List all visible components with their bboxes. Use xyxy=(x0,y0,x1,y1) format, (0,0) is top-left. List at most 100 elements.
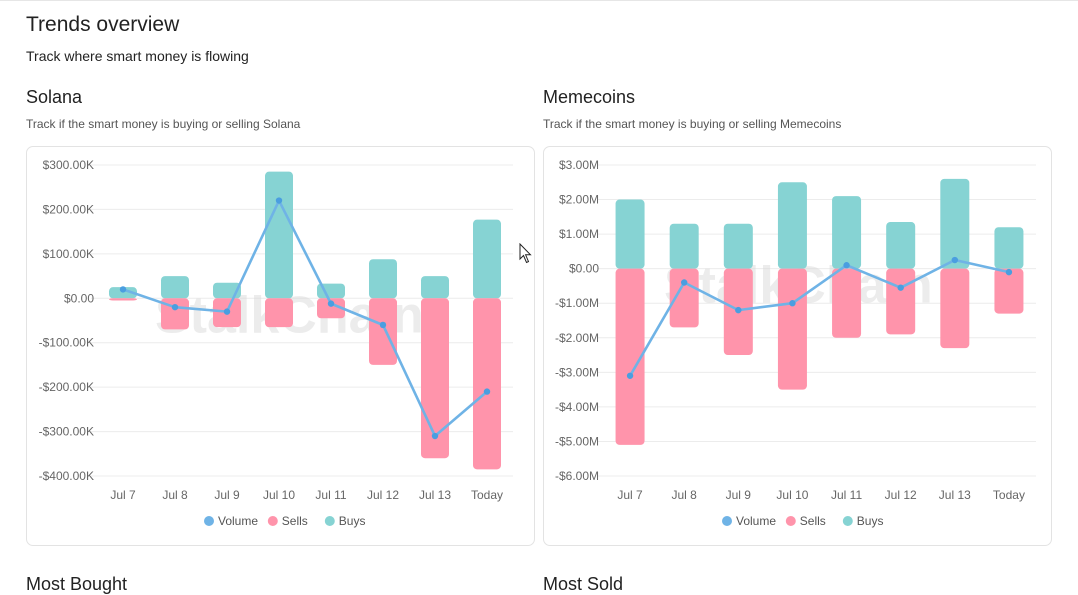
legend-swatch xyxy=(785,516,796,526)
solana-section-subtitle: Track if the smart money is buying or se… xyxy=(26,117,301,131)
legend-item-buys[interactable]: Buys xyxy=(842,514,884,528)
sells-bar-jul-13[interactable] xyxy=(940,268,970,349)
buys-bar-jul-13[interactable] xyxy=(421,276,449,299)
mouse-cursor-icon xyxy=(519,243,532,264)
y-tick-label: $0.00 xyxy=(569,262,599,276)
legend-swatch xyxy=(722,516,732,526)
sells-bar-jul-11[interactable] xyxy=(832,268,862,338)
x-tick-label: Jul 13 xyxy=(939,488,971,502)
buys-bar-jul-13[interactable] xyxy=(940,178,970,269)
volume-point-jul-11[interactable] xyxy=(327,300,335,307)
legend-item-sells[interactable]: Sells xyxy=(267,514,308,528)
legend-item-buys[interactable]: Buys xyxy=(324,514,366,528)
legend-label: Sells xyxy=(282,514,308,528)
buys-bar-jul-10[interactable] xyxy=(777,182,807,269)
x-tick-label: Jul 7 xyxy=(617,488,643,502)
y-tick-label: -$200.00K xyxy=(39,380,94,394)
y-tick-label: -$2.00M xyxy=(555,331,599,345)
buys-bar-jul-12[interactable] xyxy=(369,259,397,299)
chart-legend: Volume Sells Buys xyxy=(204,514,365,528)
x-tick-label: Jul 8 xyxy=(162,488,188,502)
page-title: Trends overview xyxy=(26,13,180,36)
memecoins-section-title: Memecoins xyxy=(543,87,636,107)
top-divider xyxy=(0,0,1078,1)
buys-bar-jul-10[interactable] xyxy=(265,171,293,299)
buys-bar-jul-12[interactable] xyxy=(886,222,916,269)
most-bought-title: Most Bought xyxy=(26,574,128,594)
legend-swatch xyxy=(324,516,335,526)
y-tick-label: $2.00M xyxy=(559,193,599,207)
x-tick-label: Jul 13 xyxy=(419,488,451,502)
volume-point-today[interactable] xyxy=(483,388,491,395)
volume-point-jul-9[interactable] xyxy=(223,308,231,315)
legend-label: Volume xyxy=(736,514,776,528)
volume-point-jul-7[interactable] xyxy=(626,372,634,379)
solana-chart-card: $300.00K $200.00K $100.00K $0.00 -$100.00K -$… xyxy=(26,146,535,546)
sells-bar-today[interactable] xyxy=(994,268,1024,314)
solana-section-title: Solana xyxy=(26,87,83,107)
x-tick-label: Jul 10 xyxy=(263,488,295,502)
page-subtitle: Track where smart money is flowing xyxy=(26,48,249,64)
sells-bar-jul-12[interactable] xyxy=(886,268,916,335)
volume-point-jul-11[interactable] xyxy=(843,262,850,269)
x-tick-label: Jul 10 xyxy=(776,488,808,502)
sells-bar-jul-10[interactable] xyxy=(777,268,807,390)
buys-bar-jul-9[interactable] xyxy=(723,223,753,269)
y-tick-label: -$5.00M xyxy=(555,434,599,448)
volume-point-jul-8[interactable] xyxy=(680,279,688,286)
legend-item-volume[interactable]: Volume xyxy=(722,514,776,528)
buys-bar-jul-11[interactable] xyxy=(832,196,862,269)
y-tick-label: $0.00 xyxy=(64,291,94,305)
memecoins-chart[interactable]: $3.00M $2.00M $1.00M $0.00 -$1.00M -$2.00M -$3… xyxy=(544,147,1051,545)
memecoins-section-subtitle: Track if the smart money is buying or se… xyxy=(543,117,842,131)
legend-swatch xyxy=(842,516,853,526)
y-tick-label: $200.00K xyxy=(43,202,94,216)
legend-swatch xyxy=(267,516,278,526)
sells-bar-jul-11[interactable] xyxy=(317,298,345,319)
buys-bar-today[interactable] xyxy=(473,219,501,299)
volume-point-today[interactable] xyxy=(1005,268,1013,276)
y-tick-label: -$3.00M xyxy=(555,365,599,379)
y-tick-label: -$6.00M xyxy=(555,469,599,483)
volume-point-jul-9[interactable] xyxy=(735,306,742,314)
sells-bar-jul-12[interactable] xyxy=(369,298,397,365)
y-tick-label: -$400.00K xyxy=(39,469,94,483)
legend-item-sells[interactable]: Sells xyxy=(785,514,826,528)
volume-point-jul-12[interactable] xyxy=(379,321,387,329)
memecoins-chart-card: $3.00M $2.00M $1.00M $0.00 -$1.00M -$2.00M -$3… xyxy=(543,146,1052,546)
volume-point-jul-7[interactable] xyxy=(119,286,127,293)
volume-point-jul-13[interactable] xyxy=(951,256,959,264)
sells-bar-today[interactable] xyxy=(473,298,501,470)
x-tick-label: Jul 9 xyxy=(214,488,240,502)
volume-point-jul-12[interactable] xyxy=(897,284,904,291)
y-tick-label: -$100.00K xyxy=(39,336,94,350)
y-tick-label: $300.00K xyxy=(43,158,94,172)
volume-point-jul-10[interactable] xyxy=(275,197,283,204)
legend-item-volume[interactable]: Volume xyxy=(204,514,258,528)
volume-point-jul-13[interactable] xyxy=(431,432,439,440)
volume-point-jul-10[interactable] xyxy=(789,300,796,307)
sells-bar-jul-7[interactable] xyxy=(109,298,137,301)
buys-bar-jul-7[interactable] xyxy=(109,287,137,299)
y-tick-label: $1.00M xyxy=(559,227,599,241)
legend-label: Buys xyxy=(339,514,366,528)
x-tick-label: Jul 8 xyxy=(672,488,698,502)
x-tick-label: Jul 7 xyxy=(110,488,136,502)
solana-chart[interactable]: $300.00K $200.00K $100.00K $0.00 -$100.00K -$… xyxy=(27,147,534,545)
sells-bar-jul-10[interactable] xyxy=(265,298,293,328)
x-tick-label: Today xyxy=(993,488,1025,502)
sells-bar-jul-7[interactable] xyxy=(615,268,645,445)
y-tick-label: -$300.00K xyxy=(39,425,94,439)
x-tick-label: Jul 12 xyxy=(367,488,399,502)
legend-label: Volume xyxy=(218,514,258,528)
buys-bar-jul-8[interactable] xyxy=(669,223,699,269)
x-tick-label: Jul 11 xyxy=(831,488,862,502)
volume-line xyxy=(122,199,488,438)
buys-bar-jul-8[interactable] xyxy=(161,276,189,299)
buys-bar-jul-7[interactable] xyxy=(615,199,645,269)
volume-point-jul-8[interactable] xyxy=(171,303,179,311)
y-tick-label: -$4.00M xyxy=(555,400,599,414)
sells-bar-jul-8[interactable] xyxy=(669,268,699,328)
buys-bar-today[interactable] xyxy=(994,227,1024,269)
most-sold-title: Most Sold xyxy=(543,574,624,594)
